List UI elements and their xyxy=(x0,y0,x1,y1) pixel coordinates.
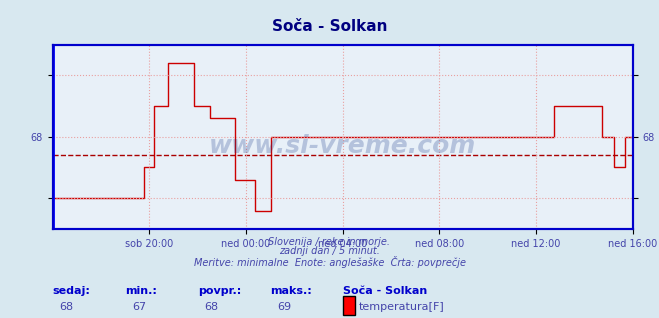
Text: sedaj:: sedaj: xyxy=(53,286,90,296)
Text: Meritve: minimalne  Enote: anglešaške  Črta: povprečje: Meritve: minimalne Enote: anglešaške Črt… xyxy=(194,256,465,268)
Text: 69: 69 xyxy=(277,302,291,312)
Text: Soča - Solkan: Soča - Solkan xyxy=(272,19,387,34)
Text: min.:: min.: xyxy=(125,286,157,296)
Text: temperatura[F]: temperatura[F] xyxy=(359,302,445,312)
Text: 67: 67 xyxy=(132,302,146,312)
Text: povpr.:: povpr.: xyxy=(198,286,241,296)
Text: 68: 68 xyxy=(59,302,73,312)
Text: zadnji dan / 5 minut.: zadnji dan / 5 minut. xyxy=(279,246,380,256)
Text: Soča - Solkan: Soča - Solkan xyxy=(343,286,427,296)
Text: Slovenija / reke in morje.: Slovenija / reke in morje. xyxy=(268,237,391,247)
Text: maks.:: maks.: xyxy=(270,286,312,296)
Text: www.si-vreme.com: www.si-vreme.com xyxy=(209,134,476,158)
Text: 68: 68 xyxy=(204,302,218,312)
